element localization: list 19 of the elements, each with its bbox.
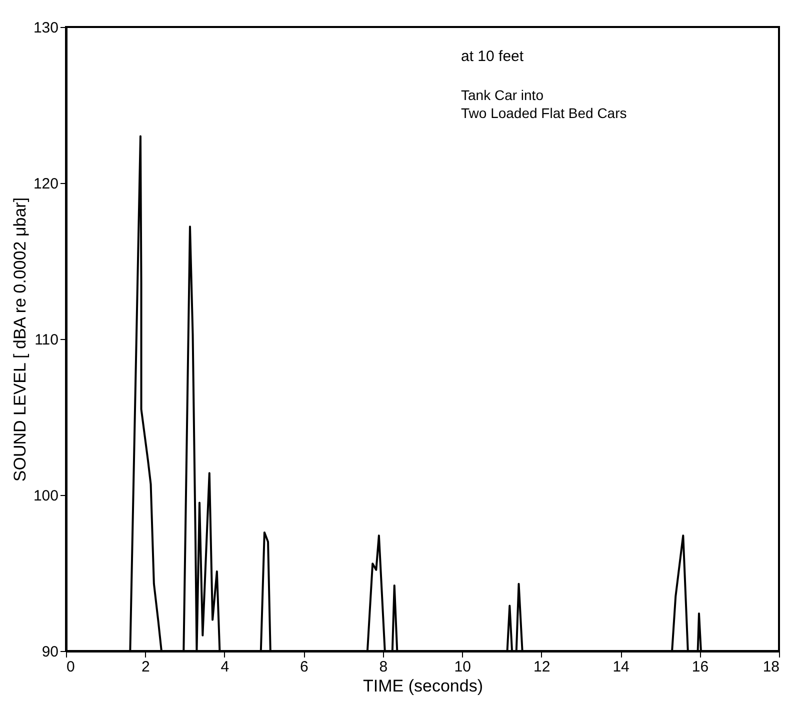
x-tick-label: 4 <box>220 658 230 676</box>
y-tick-label: 100 <box>33 488 58 504</box>
y-axis-title: SOUND LEVEL [ dBA re 0.0002 μbar] <box>10 197 30 482</box>
x-tick-label: 16 <box>692 658 709 676</box>
x-tick-label: 12 <box>533 658 550 676</box>
y-tick-label: 90 <box>42 644 58 660</box>
x-axis-title: TIME (seconds) <box>363 676 483 696</box>
x-tick-label: 10 <box>454 658 471 676</box>
y-tick-label: 110 <box>34 332 58 348</box>
x-tick-label: 18 <box>762 658 780 676</box>
annotation: at 10 feet <box>461 48 524 65</box>
x-tick-label: 0 <box>66 658 75 676</box>
x-tick-label: 2 <box>142 658 150 676</box>
x-tick-label: 14 <box>612 658 630 676</box>
y-tick-label: 120 <box>33 176 58 192</box>
y-tick-label: 130 <box>33 20 58 36</box>
annotation: Tank Car into Two Loaded Flat Bed Cars <box>461 87 627 121</box>
x-tick-label: 8 <box>379 658 388 676</box>
x-tick-label: 6 <box>300 658 308 676</box>
